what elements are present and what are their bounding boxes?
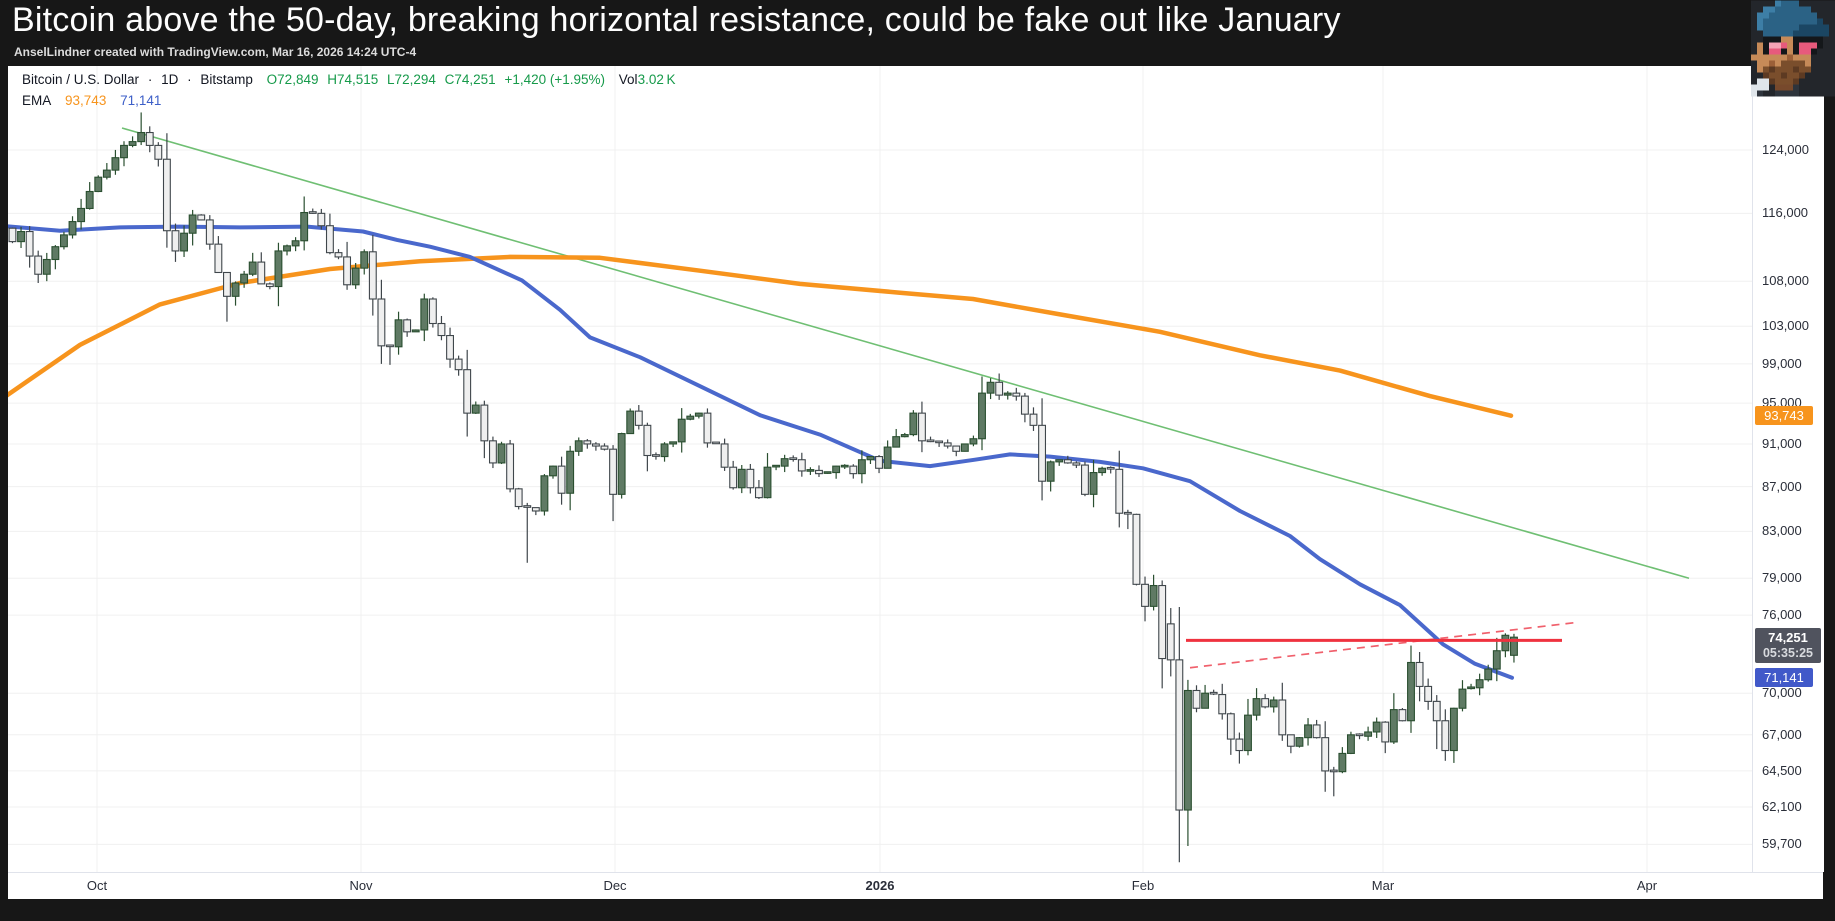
candlestick-plot[interactable]: [8, 66, 1752, 872]
volume-value: 3.02 K: [637, 72, 676, 87]
time-tick-label: Dec: [603, 878, 627, 893]
chart-legend: Bitcoin / U.S. Dollar · 1D · Bitstamp O7…: [22, 69, 676, 111]
time-tick-label: Feb: [1131, 878, 1155, 893]
time-axis[interactable]: Oct Nov Dec 2026 Feb Mar Apr: [8, 872, 1823, 899]
price-tick-label: 76,000: [1762, 607, 1802, 623]
price-tick-label: 83,000: [1762, 523, 1802, 539]
ohlc-open: O72,849: [266, 72, 319, 87]
volume-label: Vol: [618, 72, 638, 87]
price-axis[interactable]: 124,000 116,000 108,000 103,000 99,000 95,000…: [1752, 66, 1824, 872]
price-tick-label: 99,000: [1762, 355, 1802, 371]
page-title: Bitcoin above the 50-day, breaking horiz…: [12, 1, 1341, 39]
title-bar: Bitcoin above the 50-day, breaking horiz…: [0, 0, 1835, 66]
time-tick-label: Apr: [1636, 878, 1658, 893]
ohlc-low: L72,294: [387, 72, 436, 87]
price-tick-label: 116,000: [1762, 205, 1809, 221]
ema200-price-badge: 93,743: [1755, 405, 1813, 425]
legend-ema-row[interactable]: EMA 93,743 71,141: [22, 90, 676, 111]
ema50-value: 71,141: [120, 93, 162, 108]
bar-countdown: 05:35:25: [1762, 646, 1814, 661]
interval-label[interactable]: 1D: [161, 72, 179, 87]
chart-panel[interactable]: Bitcoin / U.S. Dollar · 1D · Bitstamp O7…: [8, 66, 1824, 899]
price-tick-label: 103,000: [1762, 318, 1809, 334]
legend-separator: ·: [147, 72, 153, 87]
price-tick-label: 64,500: [1762, 762, 1802, 778]
ema-indicator-label: EMA: [22, 93, 52, 108]
price-tick-label: 87,000: [1762, 478, 1802, 494]
legend-separator: ·: [187, 72, 192, 87]
ema200-value: 93,743: [65, 93, 107, 108]
price-tick-label: 67,000: [1762, 726, 1802, 742]
profile-avatar: [1751, 0, 1835, 97]
price-tick-label: 91,000: [1762, 435, 1802, 451]
time-tick-label: Mar: [1371, 878, 1395, 893]
ema50-price-badge: 71,141: [1755, 667, 1813, 687]
price-tick-label: 59,700: [1762, 836, 1802, 852]
ohlc-close: C74,251: [444, 72, 496, 87]
attribution-subtitle: AnselLindner created with TradingView.co…: [14, 45, 417, 59]
legend-symbol-row: Bitcoin / U.S. Dollar · 1D · Bitstamp O7…: [22, 69, 676, 90]
last-price-badge: 74,251 05:35:25: [1755, 628, 1821, 664]
price-tick-label: 124,000: [1762, 142, 1809, 157]
price-tick-label: 108,000: [1762, 273, 1809, 289]
time-tick-label: 2026: [865, 878, 895, 893]
time-tick-label: Oct: [86, 878, 108, 893]
price-tick-label: 70,000: [1762, 685, 1802, 701]
ohlc-high: H74,515: [327, 72, 379, 87]
daily-change: +1,420 (+1.95%): [504, 72, 606, 87]
price-tick-label: 62,100: [1762, 798, 1802, 814]
symbol-name[interactable]: Bitcoin / U.S. Dollar: [22, 72, 140, 87]
exchange-label[interactable]: Bitstamp: [200, 72, 253, 87]
price-tick-label: 79,000: [1762, 570, 1802, 586]
time-tick-label: Nov: [349, 878, 373, 893]
